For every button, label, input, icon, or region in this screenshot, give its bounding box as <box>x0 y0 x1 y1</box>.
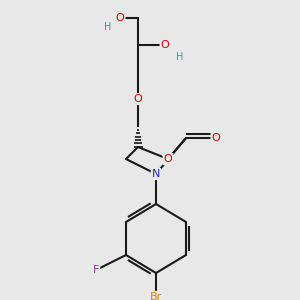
Text: O: O <box>134 94 142 104</box>
Text: O: O <box>164 154 172 164</box>
Text: Br: Br <box>150 292 162 300</box>
Text: O: O <box>160 40 169 50</box>
Text: F: F <box>93 265 99 275</box>
Text: H: H <box>104 22 112 32</box>
Text: N: N <box>152 169 160 179</box>
Text: H: H <box>176 52 184 62</box>
Text: O: O <box>212 133 220 143</box>
Text: O: O <box>116 13 124 23</box>
